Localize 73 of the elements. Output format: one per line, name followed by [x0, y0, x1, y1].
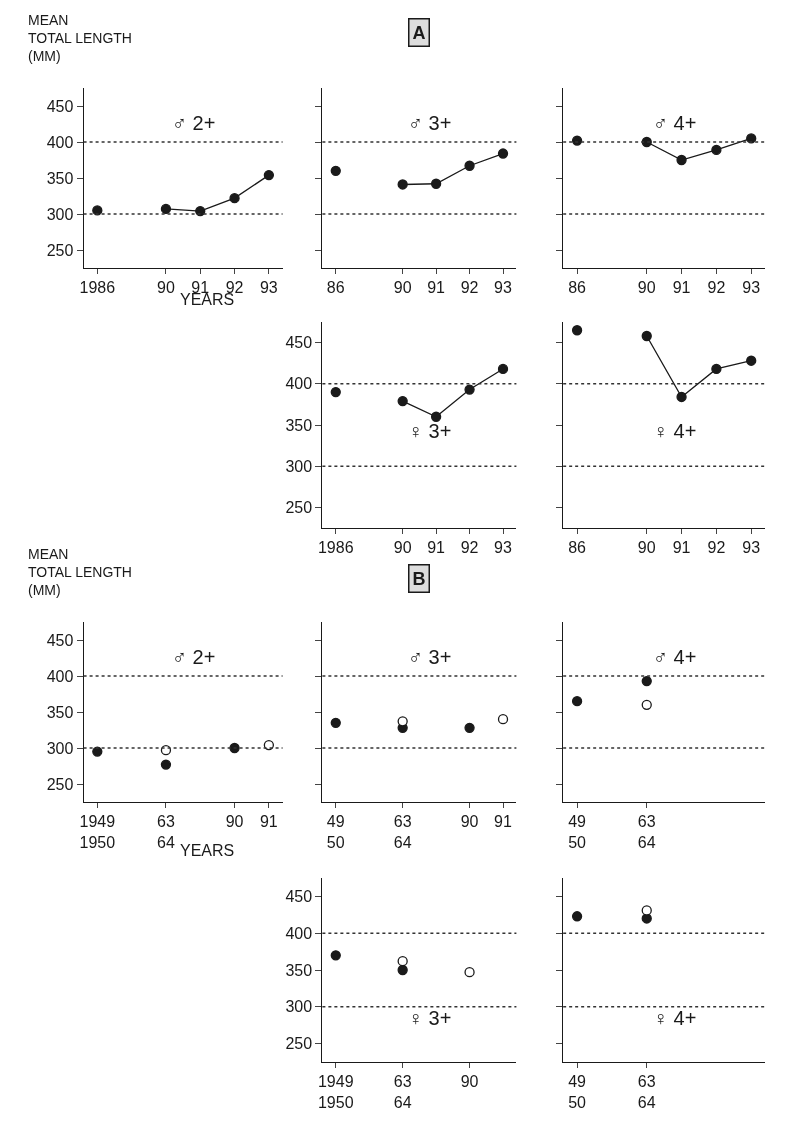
x-axis-title: YEARS — [180, 842, 235, 859]
x-tick-label: 86 — [568, 279, 587, 297]
x-tick-label: 90 — [393, 279, 412, 297]
annotation: ♂ 3+ — [408, 646, 452, 668]
x-tick-label: 63 64 — [637, 813, 656, 851]
x-tick-label: 92 — [707, 539, 726, 557]
annotation: ♀ 4+ — [653, 1007, 697, 1029]
x-tick-label: 91 — [672, 539, 691, 557]
y-tick-label: 300 — [285, 457, 313, 475]
y-tick-label: 450 — [285, 888, 313, 905]
x-tick-label: 49 50 — [326, 813, 345, 851]
x-tick-label: 63 64 — [393, 813, 412, 851]
y-tick-label: 450 — [46, 97, 74, 115]
y-tick-label: 350 — [285, 961, 313, 979]
x-tick-label: 90 — [393, 539, 412, 557]
x-tick-label: 49 50 — [568, 813, 587, 851]
y-tick-label: 250 — [285, 1035, 313, 1053]
x-tick-label: 92 — [707, 279, 726, 297]
y-tick-label: 250 — [46, 775, 74, 793]
x-tick-label: 90 — [460, 1073, 479, 1091]
x-tick-label: 91 — [427, 539, 446, 557]
y-axis-title: MEAN TOTAL LENGTH (MM) — [28, 12, 132, 65]
x-tick-label: 93 — [494, 539, 513, 557]
y-tick-label: 400 — [46, 667, 74, 685]
x-tick-label: 93 — [494, 279, 513, 297]
chart-title: B — [412, 568, 426, 589]
y-tick-label: 350 — [285, 416, 313, 434]
y-tick-label: 250 — [285, 499, 313, 516]
annotation: ♂ 2+ — [172, 646, 216, 668]
x-tick-label: 63 64 — [393, 1073, 412, 1111]
x-tick-label: 93 — [259, 279, 278, 297]
x-tick-label: 90 — [225, 813, 244, 831]
x-tick-label: 86 — [568, 539, 587, 557]
x-tick-label: 93 — [742, 279, 761, 297]
annotation: ♀ 3+ — [408, 1007, 452, 1029]
chart-title: A — [412, 22, 426, 43]
x-tick-label: 91 — [259, 813, 278, 831]
x-tick-label: 63 64 — [637, 1073, 656, 1111]
x-tick-label: 90 — [157, 279, 175, 297]
annotation: ♂ 4+ — [653, 646, 697, 668]
x-tick-label: 90 — [637, 279, 656, 297]
y-tick-label: 350 — [46, 703, 74, 721]
x-tick-label: 49 50 — [568, 1073, 587, 1111]
x-tick-label: 90 — [637, 539, 656, 557]
y-axis-title: MEAN TOTAL LENGTH (MM) — [28, 546, 132, 599]
y-tick-label: 400 — [285, 924, 313, 942]
x-tick-label: 1986 — [79, 279, 116, 297]
y-tick-label: 300 — [46, 205, 74, 223]
annotation: ♀ 3+ — [408, 420, 452, 442]
y-tick-label: 350 — [46, 169, 74, 187]
y-tick-label: 450 — [46, 631, 74, 649]
x-tick-label: 63 64 — [157, 813, 175, 851]
x-tick-label: 91 — [427, 279, 446, 297]
y-tick-label: 300 — [46, 739, 74, 757]
y-tick-label: 250 — [46, 241, 74, 259]
x-tick-label: 1986 — [317, 539, 354, 557]
x-tick-label: 92 — [460, 279, 479, 297]
y-tick-label: 400 — [285, 375, 313, 393]
x-tick-label: 90 — [460, 813, 479, 831]
annotation: ♂ 4+ — [653, 112, 697, 134]
annotation: ♀ 4+ — [653, 420, 697, 442]
annotation: ♂ 2+ — [172, 112, 216, 134]
y-tick-label: 450 — [285, 334, 313, 352]
y-tick-label: 300 — [285, 998, 313, 1016]
x-tick-label: 1949 1950 — [317, 1073, 354, 1111]
y-tick-label: 400 — [46, 133, 74, 151]
x-tick-label: 91 — [672, 279, 691, 297]
x-tick-label: 1949 1950 — [79, 813, 116, 851]
x-tick-label: 92 — [460, 539, 479, 557]
annotation: ♂ 3+ — [408, 112, 452, 134]
x-tick-label: 93 — [742, 539, 761, 557]
x-tick-label: 91 — [494, 813, 513, 831]
x-tick-label: 86 — [326, 279, 345, 297]
